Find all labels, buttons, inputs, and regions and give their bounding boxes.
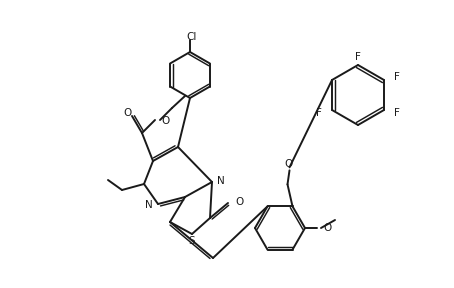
Text: N: N <box>145 200 153 210</box>
Text: F: F <box>316 108 322 118</box>
Text: Cl: Cl <box>187 32 197 42</box>
Text: O: O <box>323 223 331 233</box>
Text: F: F <box>394 72 400 82</box>
Text: F: F <box>394 108 400 118</box>
Text: S: S <box>189 236 195 246</box>
Text: O: O <box>235 197 243 207</box>
Text: O: O <box>161 116 169 126</box>
Text: O: O <box>284 159 293 169</box>
Text: N: N <box>217 176 225 186</box>
Text: O: O <box>123 108 131 118</box>
Text: F: F <box>355 52 361 62</box>
